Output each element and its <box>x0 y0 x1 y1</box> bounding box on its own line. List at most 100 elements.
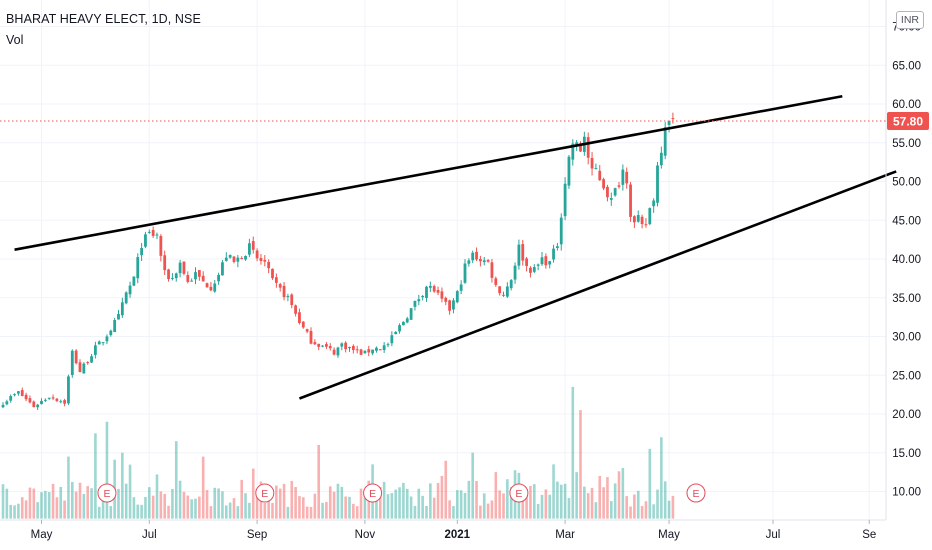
volume-bar <box>302 497 305 519</box>
time-tick-label: May <box>31 529 53 541</box>
volume-bar <box>509 487 513 519</box>
candle-body <box>513 265 517 280</box>
price-axis[interactable]: 10.00 15.00 20.00 25.00 30.00 35.00 40.00 45.00… <box>885 0 921 520</box>
candlesticks[interactable] <box>1 112 675 411</box>
candle-body <box>332 349 336 355</box>
candle-body <box>113 320 117 333</box>
volume-indicator-label[interactable]: Vol <box>6 33 24 47</box>
candle-body <box>213 283 217 292</box>
currency-badge[interactable]: INR <box>895 11 924 29</box>
volume-bar <box>386 494 390 519</box>
volume-bar <box>482 493 486 519</box>
candle-body <box>417 299 421 302</box>
volume-bars <box>1 386 675 519</box>
candle-body <box>609 198 613 200</box>
candle-body <box>228 255 232 258</box>
candle-body <box>590 157 594 169</box>
candle-body <box>544 256 548 266</box>
volume-bar <box>128 464 132 519</box>
volume-bar <box>602 487 605 519</box>
candle-body <box>355 349 359 351</box>
trendlines[interactable] <box>14 94 897 400</box>
earnings-marker[interactable]: E <box>97 483 117 503</box>
volume-bar <box>394 489 397 519</box>
volume-bar <box>117 488 120 519</box>
volume-bar <box>194 498 197 519</box>
candle-body <box>659 152 663 166</box>
volume-bar <box>540 494 544 519</box>
volume-bar <box>613 483 617 519</box>
candle-body <box>652 200 656 207</box>
volume-bar <box>171 488 174 519</box>
candle-body <box>540 257 544 265</box>
candle-body <box>663 127 667 156</box>
volume-bar <box>144 496 147 519</box>
earnings-marker[interactable]: E <box>255 483 275 503</box>
candle-body <box>17 391 20 394</box>
volume-bar <box>136 504 140 519</box>
candle-body <box>463 263 467 283</box>
candle-body <box>255 250 259 259</box>
candle-body <box>602 179 605 189</box>
candle-body <box>224 257 228 261</box>
price-tick-label: 60.00 <box>892 99 921 111</box>
candle-body <box>190 280 194 282</box>
candle-body <box>556 246 559 248</box>
candle-body <box>567 156 571 186</box>
candle-body <box>278 284 282 288</box>
candle-body <box>51 397 55 399</box>
time-axis[interactable]: May Jul Sep Nov 2021 Mar May Jul Se <box>0 519 886 541</box>
volume-bar <box>124 483 128 519</box>
volume-bar <box>78 482 82 519</box>
candle-body <box>436 290 440 293</box>
volume-bar <box>17 503 20 519</box>
volume-bar <box>1 484 5 519</box>
volume-bar <box>240 479 243 519</box>
candle-body <box>375 347 378 351</box>
candle-body <box>309 330 313 344</box>
volume-bar <box>375 484 378 519</box>
volume-bar <box>606 477 609 519</box>
volume-bar <box>44 490 47 519</box>
volume-bar <box>132 497 136 519</box>
earnings-marker[interactable]: E <box>509 483 529 503</box>
candle-body <box>636 215 640 222</box>
candle-body <box>251 241 255 250</box>
volume-bar <box>494 472 498 519</box>
candle-body <box>340 343 344 347</box>
volume-bar <box>20 497 24 519</box>
volume-bar <box>436 482 440 519</box>
volume-bar <box>594 502 598 519</box>
volume-bar <box>244 493 247 519</box>
price-tick-label: 20.00 <box>892 409 921 421</box>
volume-bar <box>290 480 294 519</box>
volume-bar <box>663 481 667 519</box>
volume-bar <box>529 485 532 519</box>
volume-bar <box>432 497 436 519</box>
candle-body <box>144 234 147 247</box>
candle-body <box>124 292 128 304</box>
earnings-marker-label: E <box>515 488 522 500</box>
candle-body <box>394 331 398 335</box>
volume-bar <box>186 495 190 519</box>
candle-body <box>475 251 478 260</box>
volume-bar <box>636 490 640 519</box>
volume-bar <box>359 488 363 519</box>
grid-lines <box>0 0 886 520</box>
candle-body <box>163 255 167 271</box>
candle-body <box>301 321 305 328</box>
candle-body <box>621 169 625 185</box>
candle-body <box>136 257 140 279</box>
earnings-marker[interactable]: E <box>686 483 706 503</box>
volume-bar <box>556 481 559 519</box>
volume-bar <box>317 445 320 519</box>
candle-body <box>5 401 9 405</box>
time-tick-label: Se <box>862 529 876 541</box>
candle-body <box>109 330 113 336</box>
candle-body <box>455 291 459 303</box>
earnings-marker[interactable]: E <box>363 483 383 503</box>
volume-bar <box>409 496 413 519</box>
candle-body <box>425 286 428 298</box>
